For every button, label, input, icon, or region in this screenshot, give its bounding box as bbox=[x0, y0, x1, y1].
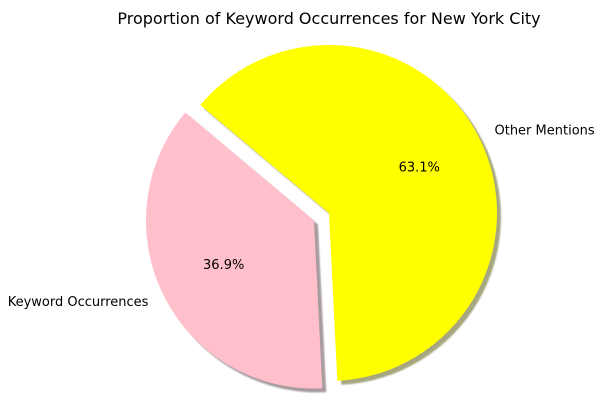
pie-labels: 36.9% Keyword Occurrences 63.1% Other Menti… bbox=[8, 123, 595, 310]
slice-label-keyword-occurrences: Keyword Occurrences bbox=[8, 295, 149, 310]
pie-slices bbox=[145, 45, 498, 389]
chart-title: Proportion of Keyword Occurrences for Ne… bbox=[117, 9, 540, 28]
pie-slice-other-mentions bbox=[200, 45, 498, 381]
pct-label-other-mentions: 63.1% bbox=[399, 161, 440, 176]
pie-slice-keyword-occurrences bbox=[145, 112, 323, 389]
pct-label-keyword-occurrences: 36.9% bbox=[203, 258, 244, 273]
slice-label-other-mentions: Other Mentions bbox=[494, 123, 594, 138]
